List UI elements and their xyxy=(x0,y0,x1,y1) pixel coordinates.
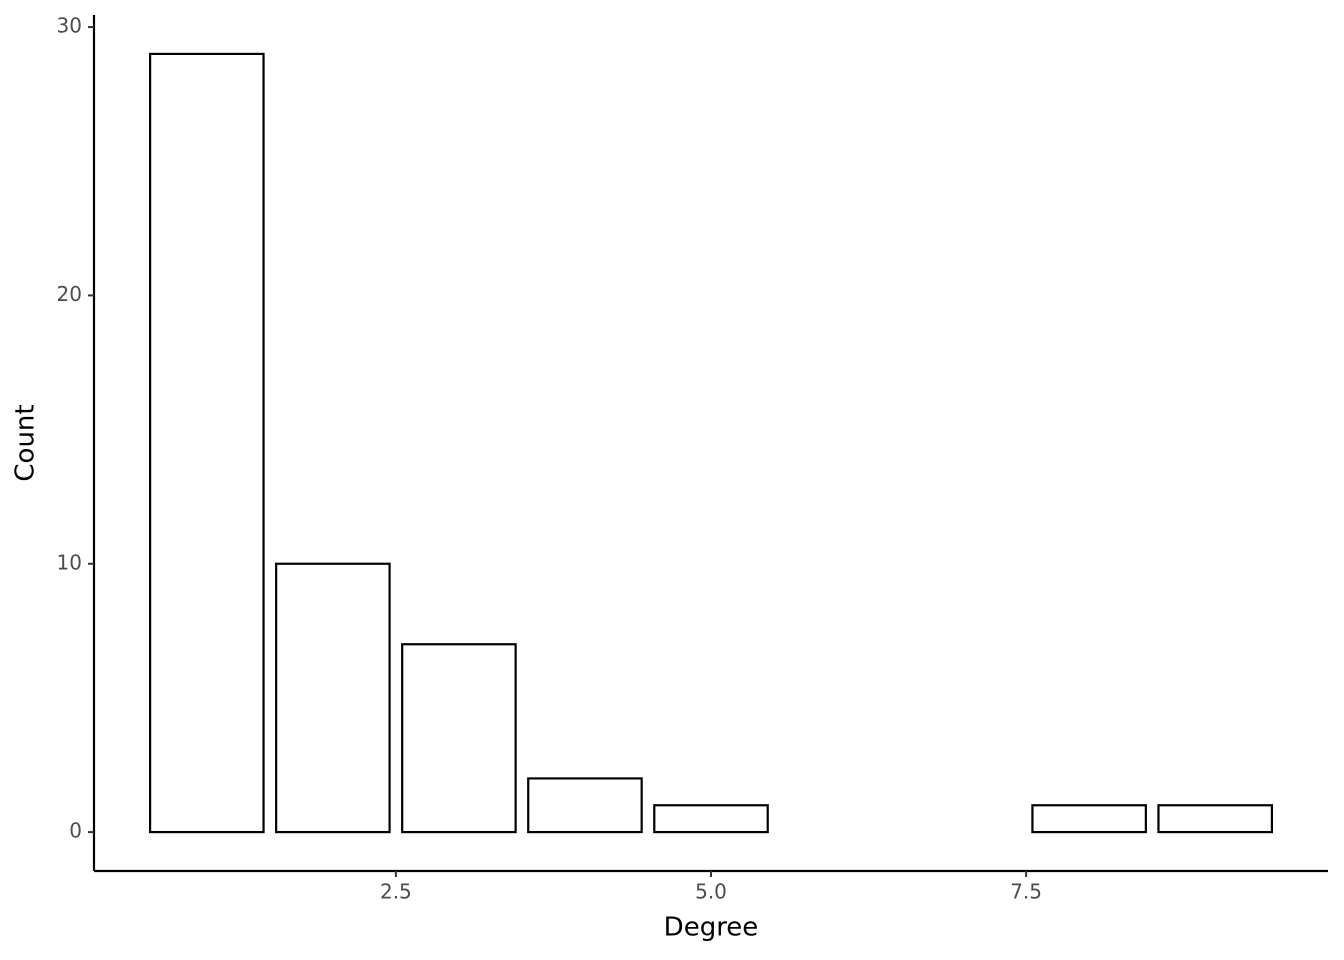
y-tick-label: 20 xyxy=(57,282,82,306)
x-tick-label: 5.0 xyxy=(695,880,727,904)
bar xyxy=(275,562,391,834)
bar xyxy=(1031,804,1147,834)
bar xyxy=(401,643,517,834)
y-tick-label: 30 xyxy=(57,14,82,38)
y-axis-title: Count xyxy=(11,404,41,481)
x-tick-label: 7.5 xyxy=(1010,880,1042,904)
bar xyxy=(1157,804,1274,834)
y-tick-label: 10 xyxy=(57,550,82,574)
bar xyxy=(653,804,769,834)
x-tick-label: 2.5 xyxy=(380,880,412,904)
x-axis-title: Degree xyxy=(664,913,759,943)
bar xyxy=(148,52,265,834)
bar xyxy=(527,777,643,834)
y-tick-label: 0 xyxy=(69,819,82,843)
